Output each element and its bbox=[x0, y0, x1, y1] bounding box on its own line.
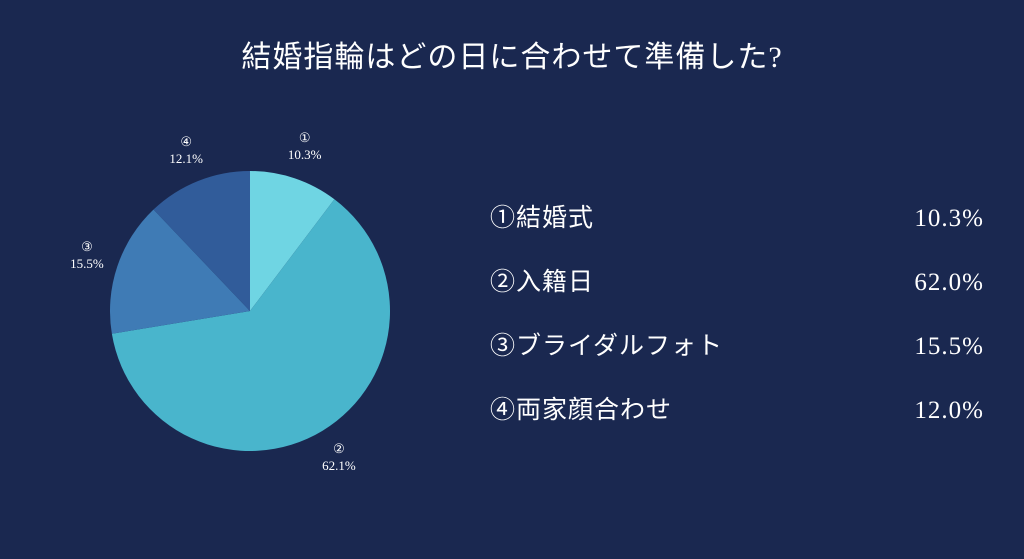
legend-value: 10.3% bbox=[914, 205, 984, 233]
legend-value: 15.5% bbox=[914, 333, 984, 361]
content-area: ①10.3%②62.1%③15.5%④12.1% ①結婚式10.3%②入籍日62… bbox=[0, 76, 1024, 545]
legend-label: ②入籍日 bbox=[490, 262, 594, 298]
legend-value: 62.0% bbox=[914, 269, 984, 297]
slice-label-pct: 15.5% bbox=[70, 256, 104, 271]
legend-label: ①結婚式 bbox=[490, 198, 594, 234]
pie-chart-area: ①10.3% ② 62.1% ③ 15.5% ④ 12.1% bbox=[40, 101, 460, 521]
slice-label-id: ② bbox=[333, 441, 345, 456]
slice-label-id: ④ bbox=[180, 134, 192, 149]
legend-label: ④両家顔合わせ bbox=[490, 390, 672, 426]
legend-row: ③ブライダルフォト 15.5% bbox=[490, 326, 984, 362]
slice-label-pct: 62.1% bbox=[322, 458, 356, 473]
slice-label: ③ 15.5% bbox=[70, 239, 104, 273]
slice-label: ④ 12.1% bbox=[169, 134, 203, 168]
slice-label-pct: 12.1% bbox=[169, 151, 203, 166]
pie-chart bbox=[110, 171, 390, 451]
legend-value: 12.0% bbox=[914, 397, 984, 425]
slice-label-pct: 10.3% bbox=[288, 147, 322, 162]
slice-label: ①10.3% bbox=[288, 131, 322, 165]
legend-row: ②入籍日 62.0% bbox=[490, 262, 984, 298]
slice-label: ② 62.1% bbox=[322, 441, 356, 475]
legend-label: ③ブライダルフォト bbox=[490, 326, 723, 362]
slice-label-id: ① bbox=[299, 131, 311, 146]
slice-label-id: ③ bbox=[81, 239, 93, 254]
legend: ①結婚式 10.3% ②入籍日 62.0% ③ブライダルフォト 15.5% ④両家顔合わせ 1… bbox=[460, 168, 984, 454]
legend-row: ④両家顔合わせ 12.0% bbox=[490, 390, 984, 426]
chart-title: 結婚指輪はどの日に合わせて準備した? bbox=[0, 0, 1024, 76]
legend-row: ①結婚式 10.3% bbox=[490, 198, 984, 234]
